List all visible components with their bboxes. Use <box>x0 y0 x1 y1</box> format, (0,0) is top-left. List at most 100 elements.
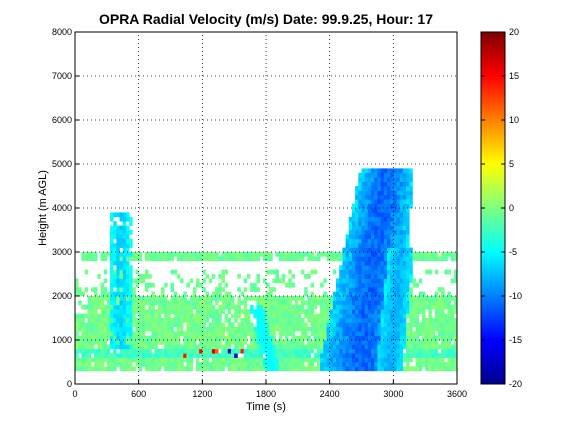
heatmap-cell <box>329 296 334 301</box>
heatmap-cell <box>383 304 388 310</box>
heatmap-cell <box>151 362 155 367</box>
heatmap-cell <box>453 252 458 257</box>
heatmap-cell <box>415 335 420 341</box>
heatmap-cell <box>393 274 397 279</box>
heatmap-cell <box>208 300 213 306</box>
heatmap-cell <box>164 318 168 323</box>
heatmap-cell <box>380 304 385 310</box>
heatmap-cell <box>444 318 448 323</box>
heatmap-cell <box>339 313 343 319</box>
heatmap-cell <box>329 357 334 363</box>
heatmap-cell <box>275 313 280 319</box>
heatmap-cell <box>294 296 299 301</box>
heatmap-cell <box>377 344 381 350</box>
heatmap-cell <box>393 186 397 191</box>
heatmap-cell <box>441 309 445 314</box>
heatmap-cell <box>329 300 334 306</box>
heatmap-cell <box>345 278 350 284</box>
heatmap-cell <box>173 269 178 275</box>
heatmap-cell <box>138 326 143 332</box>
heatmap-cell <box>253 282 257 288</box>
heatmap-cell <box>205 335 210 341</box>
heatmap-cell <box>195 313 200 319</box>
heatmap-cell <box>421 344 426 350</box>
heatmap-cell <box>170 252 175 257</box>
heatmap-cell <box>97 344 101 350</box>
heatmap-cell <box>94 313 98 319</box>
heatmap-cell <box>374 212 378 218</box>
heatmap-cell <box>393 366 397 372</box>
heatmap-cell <box>151 357 155 363</box>
heatmap-cell <box>259 335 264 341</box>
heatmap-cell <box>409 326 413 332</box>
heatmap-cell <box>383 362 388 367</box>
heatmap-cell <box>380 340 385 345</box>
heatmap-cell <box>262 344 267 350</box>
heatmap-cell <box>291 256 295 262</box>
heatmap-cell <box>406 274 410 279</box>
heatmap-cell <box>339 353 343 358</box>
heatmap-cell <box>256 287 260 292</box>
heatmap-cell <box>339 304 343 310</box>
heatmap-cell <box>390 221 394 226</box>
heatmap-cell <box>84 304 89 310</box>
heatmap-cell <box>301 304 305 310</box>
heatmap-cell <box>297 322 302 328</box>
heatmap-cell <box>237 357 241 363</box>
heatmap-cell <box>351 221 356 226</box>
heatmap-cell <box>211 353 216 358</box>
heatmap-cell <box>278 362 283 367</box>
heatmap-cell <box>434 335 439 341</box>
heatmap-cell <box>253 357 257 363</box>
heatmap-cell <box>336 344 340 350</box>
heatmap-cell <box>355 230 359 235</box>
heatmap-cell <box>208 304 213 310</box>
heatmap-cell <box>431 366 436 372</box>
heatmap-cell <box>437 287 442 292</box>
heatmap-cell <box>221 252 225 257</box>
heatmap-cell <box>425 340 429 345</box>
heatmap-cell <box>361 344 366 350</box>
heatmap-cell <box>355 366 359 372</box>
heatmap-cell <box>129 304 133 310</box>
heatmap-cell <box>135 256 140 262</box>
heatmap-cell <box>383 340 388 345</box>
heatmap-cell <box>371 313 375 319</box>
heatmap-cell <box>332 353 337 358</box>
heatmap-cell <box>380 335 385 341</box>
heatmap-cell <box>294 322 299 328</box>
heatmap-cell <box>100 357 104 363</box>
heatmap-cell <box>393 260 397 266</box>
heatmap-cell <box>294 309 299 314</box>
heatmap-cell <box>383 216 388 222</box>
heatmap-cell <box>342 340 346 345</box>
heatmap-cell <box>396 353 401 358</box>
heatmap-cell <box>326 256 331 262</box>
heatmap-cell <box>345 252 350 257</box>
heatmap-cell <box>418 344 423 350</box>
heatmap-cell <box>221 304 225 310</box>
heatmap-cell <box>84 344 89 350</box>
heatmap-cell <box>262 348 267 354</box>
heatmap-cell <box>336 362 340 367</box>
heatmap-cell <box>402 313 407 319</box>
heatmap-cell <box>94 304 98 310</box>
heatmap-cell <box>348 256 353 262</box>
heatmap-cell <box>154 331 159 336</box>
heatmap-cell <box>269 326 273 332</box>
heatmap-cell <box>377 340 381 345</box>
heatmap-cell <box>371 348 375 354</box>
heatmap-cell <box>138 340 143 345</box>
heatmap-cell <box>358 177 362 182</box>
heatmap-cell <box>367 265 372 270</box>
heatmap-cell <box>129 300 133 306</box>
heatmap-cell <box>358 199 362 204</box>
heatmap-cell <box>272 331 276 336</box>
heatmap-cell <box>221 256 225 262</box>
heatmap-cell <box>425 296 429 301</box>
heatmap-cell <box>390 300 394 306</box>
heatmap-cell <box>393 309 397 314</box>
heatmap-cell <box>227 296 232 301</box>
heatmap-cell <box>390 194 394 200</box>
heatmap-cell <box>345 238 350 244</box>
